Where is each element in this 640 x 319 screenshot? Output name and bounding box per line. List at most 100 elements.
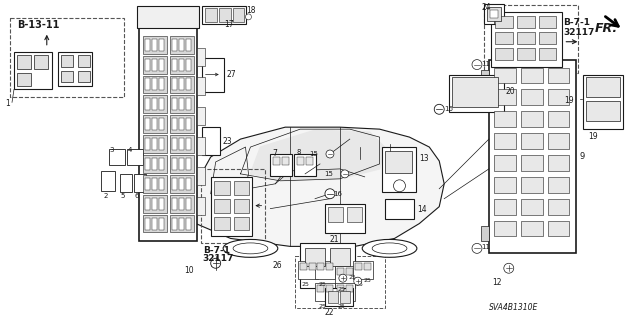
- Bar: [186, 138, 191, 150]
- Bar: [143, 36, 167, 54]
- Bar: [539, 16, 556, 28]
- Bar: [134, 174, 146, 192]
- Circle shape: [472, 243, 482, 253]
- Text: 27: 27: [227, 70, 236, 78]
- Bar: [306, 157, 313, 165]
- Bar: [484, 4, 504, 24]
- Bar: [159, 218, 164, 229]
- Bar: [494, 89, 516, 105]
- Bar: [186, 98, 191, 110]
- Bar: [172, 198, 177, 210]
- Bar: [186, 158, 191, 170]
- Bar: [328, 291, 338, 303]
- Text: 16: 16: [444, 106, 453, 112]
- Bar: [172, 118, 177, 130]
- Bar: [521, 111, 543, 127]
- Bar: [586, 78, 620, 97]
- Bar: [152, 158, 157, 170]
- Bar: [159, 178, 164, 190]
- Bar: [273, 157, 280, 165]
- Bar: [494, 111, 516, 127]
- Bar: [539, 48, 556, 60]
- Bar: [202, 127, 220, 155]
- Bar: [58, 52, 93, 86]
- Bar: [159, 198, 164, 210]
- Bar: [346, 285, 353, 292]
- Text: 18: 18: [246, 6, 256, 15]
- Bar: [516, 32, 534, 44]
- Bar: [385, 199, 414, 219]
- Bar: [145, 59, 150, 70]
- Bar: [521, 155, 543, 171]
- Bar: [219, 8, 230, 22]
- Text: 25: 25: [318, 282, 326, 287]
- Bar: [232, 8, 244, 22]
- Text: 8: 8: [296, 149, 301, 155]
- Bar: [547, 89, 570, 105]
- Bar: [137, 6, 199, 28]
- Bar: [127, 149, 143, 165]
- Bar: [202, 6, 246, 24]
- Bar: [521, 89, 543, 105]
- Polygon shape: [250, 130, 385, 181]
- Circle shape: [472, 60, 482, 70]
- Bar: [202, 58, 223, 93]
- Bar: [211, 177, 252, 236]
- Bar: [516, 48, 534, 60]
- Bar: [77, 70, 90, 82]
- Text: 10: 10: [184, 266, 194, 275]
- Bar: [101, 171, 115, 191]
- Bar: [159, 98, 164, 110]
- Bar: [152, 59, 157, 70]
- Bar: [186, 198, 191, 210]
- Text: 32117: 32117: [203, 254, 234, 263]
- Bar: [159, 138, 164, 150]
- Bar: [495, 32, 513, 44]
- Text: 6: 6: [134, 193, 139, 199]
- Bar: [145, 178, 150, 190]
- Circle shape: [435, 104, 444, 114]
- Bar: [197, 78, 205, 95]
- Text: 22: 22: [325, 308, 335, 317]
- Text: 14: 14: [417, 205, 427, 214]
- Text: 24: 24: [481, 3, 491, 12]
- Bar: [186, 59, 191, 70]
- Bar: [159, 158, 164, 170]
- Bar: [521, 220, 543, 236]
- Text: 23: 23: [223, 137, 232, 146]
- Bar: [521, 177, 543, 193]
- Bar: [170, 76, 194, 93]
- Bar: [355, 263, 362, 270]
- Bar: [521, 68, 543, 84]
- Bar: [491, 12, 563, 67]
- Text: 32117: 32117: [563, 28, 595, 37]
- Bar: [521, 199, 543, 215]
- Ellipse shape: [362, 240, 417, 257]
- Bar: [547, 177, 570, 193]
- Bar: [385, 151, 412, 173]
- Bar: [337, 285, 344, 292]
- Bar: [494, 68, 516, 84]
- Bar: [547, 68, 570, 84]
- Text: 20: 20: [506, 87, 515, 96]
- Bar: [547, 220, 570, 236]
- Polygon shape: [186, 127, 444, 246]
- Bar: [77, 55, 90, 67]
- Bar: [179, 39, 184, 51]
- Bar: [305, 249, 325, 266]
- Text: 9: 9: [579, 152, 584, 161]
- Bar: [315, 283, 335, 301]
- Text: 21: 21: [330, 235, 339, 244]
- Bar: [179, 198, 184, 210]
- Circle shape: [246, 14, 252, 20]
- Text: 19: 19: [564, 96, 573, 105]
- Bar: [335, 266, 355, 284]
- Ellipse shape: [233, 243, 268, 254]
- Bar: [179, 59, 184, 70]
- Text: 25: 25: [356, 282, 364, 287]
- Bar: [143, 95, 167, 113]
- Bar: [214, 217, 230, 231]
- Bar: [172, 138, 177, 150]
- Text: 25: 25: [364, 278, 372, 283]
- Bar: [145, 78, 150, 90]
